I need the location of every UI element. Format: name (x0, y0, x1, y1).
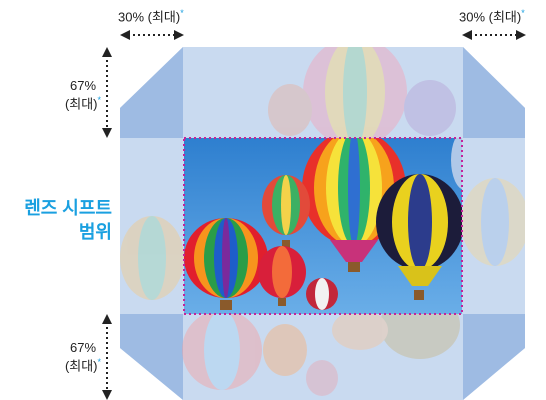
vertical-shift-top-label: 67% (최대)* (64, 78, 102, 112)
horizontal-shift-left-label: 30% (최대)* (118, 8, 184, 25)
corner-panel-top-right (463, 47, 525, 138)
arrow-vertical-top (102, 47, 112, 138)
balloon-striped (306, 278, 338, 310)
vertical-shift-bottom-label: 67% (최대)* (64, 340, 102, 374)
image-frame-border (183, 137, 463, 315)
balloon-checkered (376, 174, 462, 300)
arrow-horizontal-left (120, 30, 184, 40)
arrow-horizontal-right (462, 30, 526, 40)
horizontal-shift-right-label: 30% (최대)* (459, 8, 525, 25)
corner-panel-bottom-left (120, 314, 183, 400)
balloon-rainbow (184, 218, 268, 310)
balloon-small-left (262, 175, 310, 248)
projected-image (184, 138, 462, 314)
balloon-red (258, 246, 306, 306)
faded-balloons (120, 47, 525, 396)
arrow-vertical-bottom (102, 314, 112, 400)
lens-shift-range-title: 렌즈 시프트 범위 (24, 198, 112, 243)
corner-panel-top-left (120, 47, 183, 138)
corner-panel-bottom-right (463, 314, 525, 400)
balloon-edge-right (451, 138, 462, 190)
